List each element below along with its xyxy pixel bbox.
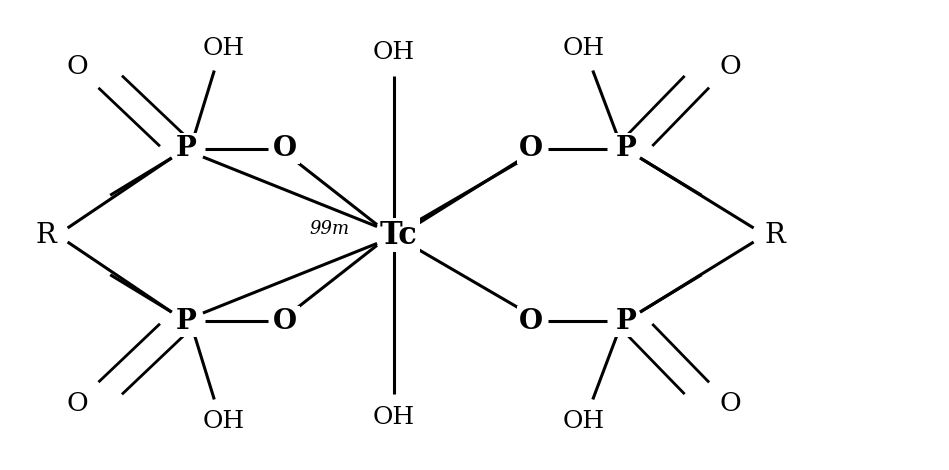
Text: R: R [765,221,786,249]
Text: 99m: 99m [309,220,350,238]
Text: P: P [616,135,637,162]
Text: P: P [176,135,196,162]
Text: OH: OH [562,37,605,60]
Text: OH: OH [373,406,415,429]
Text: O: O [273,308,297,335]
Text: O: O [66,55,88,79]
Text: R: R [35,221,56,249]
Text: O: O [273,135,297,162]
Text: O: O [519,135,544,162]
Text: P: P [176,308,196,335]
Text: OH: OH [562,410,605,433]
Text: O: O [519,308,544,335]
Text: OH: OH [203,37,245,60]
Text: O: O [66,391,88,415]
Text: P: P [616,308,637,335]
Text: Tc: Tc [380,219,418,251]
Text: OH: OH [203,410,245,433]
Text: O: O [719,391,741,415]
Text: O: O [719,55,741,79]
Text: OH: OH [373,41,415,64]
